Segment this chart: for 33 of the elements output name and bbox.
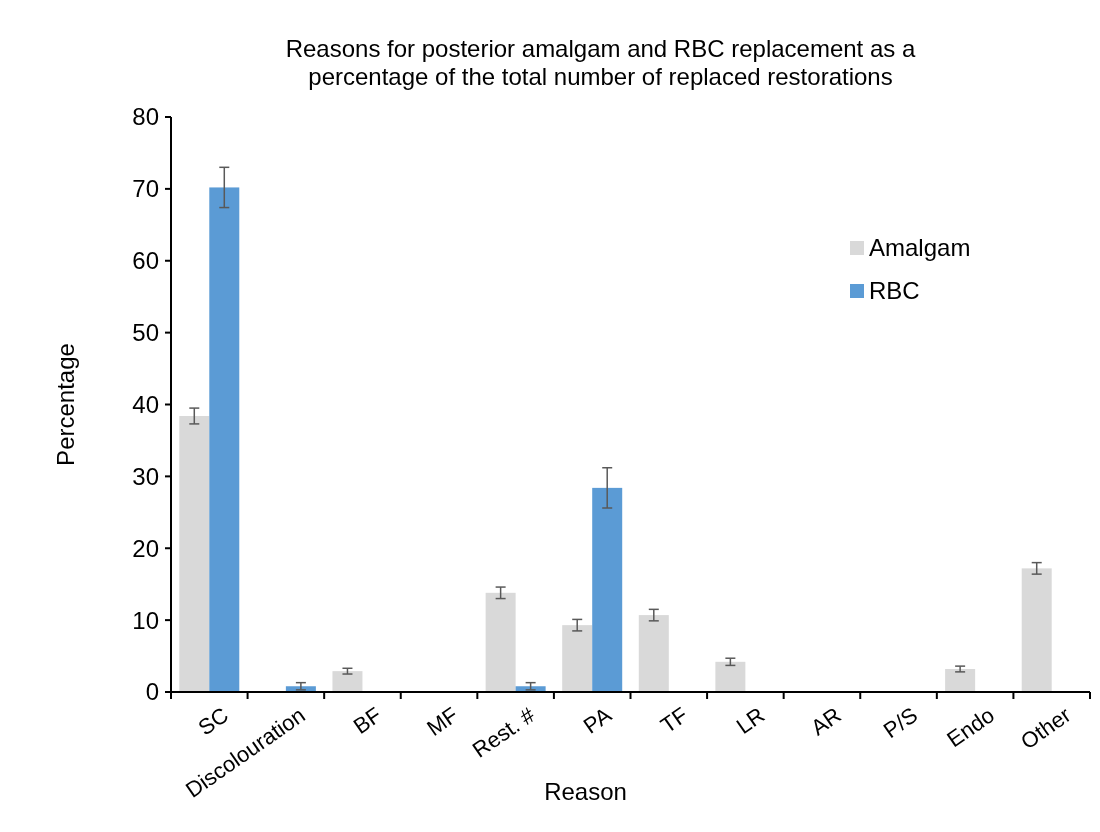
x-tick-label: AR xyxy=(806,702,846,741)
bar xyxy=(485,592,516,692)
y-tick-label: 30 xyxy=(132,462,159,490)
bar xyxy=(638,615,669,692)
y-tick-label: 60 xyxy=(132,247,159,275)
bar xyxy=(562,625,593,692)
legend-label: RBC xyxy=(869,277,920,305)
y-tick-label: 0 xyxy=(145,678,159,706)
x-tick-label: PA xyxy=(578,702,617,739)
y-tick-label: 70 xyxy=(132,175,159,203)
bar xyxy=(945,669,976,692)
chart-title: Reasons for posterior amalgam and RBC replacement as a percentage of the total number of replaced restorations xyxy=(285,35,916,90)
bar xyxy=(1021,568,1052,692)
x-tick-label: TF xyxy=(656,702,693,739)
y-tick-label: 20 xyxy=(132,534,159,562)
y-tick-label: 50 xyxy=(132,319,159,347)
x-tick-label: MF xyxy=(422,702,463,741)
bar xyxy=(209,187,240,692)
y-tick-label: 80 xyxy=(132,103,159,131)
y-tick-label: 10 xyxy=(132,606,159,634)
bar xyxy=(179,416,210,692)
legend-label: Amalgam xyxy=(869,234,971,262)
y-axis-title: Percentage xyxy=(52,343,79,466)
bar xyxy=(332,671,363,692)
x-tick-label: Endo xyxy=(942,702,999,753)
bar xyxy=(592,487,623,692)
x-tick-label: Rest. # xyxy=(467,701,540,763)
x-axis-title: Reason xyxy=(544,778,627,805)
y-tick-label: 40 xyxy=(132,390,159,418)
x-tick-label: BF xyxy=(348,702,387,739)
x-tick-label: P/S xyxy=(878,702,923,744)
bar xyxy=(715,661,746,692)
x-tick-label: LR xyxy=(731,702,770,739)
